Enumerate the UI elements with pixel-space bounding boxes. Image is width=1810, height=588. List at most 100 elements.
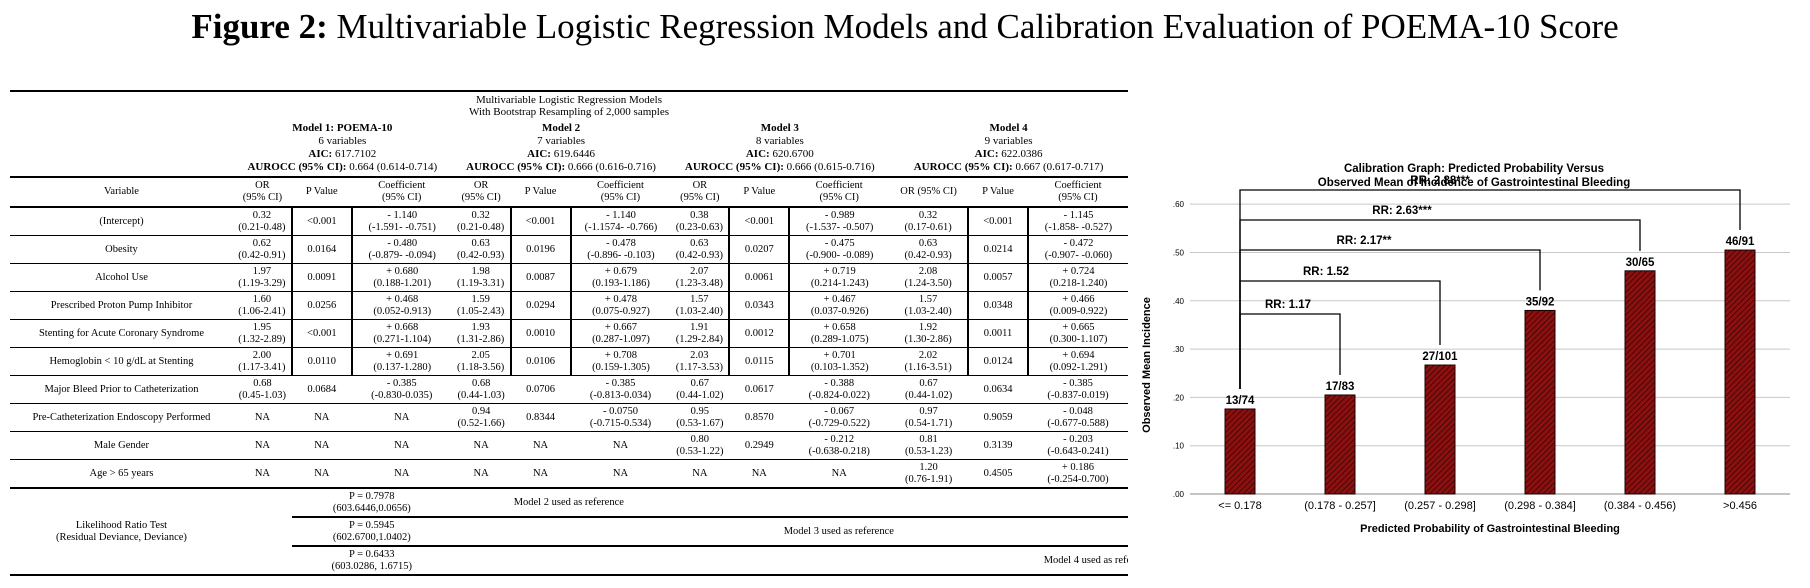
- odds-ratio-cell: NA: [232, 431, 292, 460]
- p-value-cell: 0.0214: [967, 235, 1029, 264]
- coefficient: - 0.0750: [602, 405, 638, 417]
- odds-ratio: 2.02: [918, 349, 938, 361]
- column-header-row: Variable OR (95% CI) P Value Coefficient (95%…: [10, 177, 1128, 208]
- coefficient: + 0.467: [823, 293, 856, 305]
- coefficient-cell: - 0.480 (-0.879- -0.094): [351, 235, 452, 264]
- coefficient: - 0.203: [1063, 433, 1093, 445]
- odds-ratio-cell: 0.32 (0.21-0.48): [451, 207, 511, 236]
- y-tick-label: .20: [1173, 393, 1185, 402]
- row-variable: Hemoglobin < 10 g/dL at Stenting: [10, 347, 233, 376]
- lr-blank-1: [232, 487, 292, 517]
- p-value-cell: <0.001: [967, 207, 1029, 236]
- lr-test-label: Likelihood Ratio Test (Residual Deviance,…: [10, 487, 233, 576]
- coefficient-ci: (0.052-0.913): [373, 305, 432, 317]
- header-coefficient: Coefficient (95% CI): [570, 177, 671, 208]
- bar: [1224, 408, 1256, 495]
- odds-ratio-cell: 0.32 (0.17-0.61): [889, 207, 969, 236]
- p-value-cell: 0.0061: [728, 263, 791, 292]
- coefficient-ci: (-0.638-0.218): [808, 445, 870, 457]
- odds-ratio-ci: (0.17-0.61): [904, 221, 952, 233]
- odds-ratio: 0.67: [690, 377, 710, 389]
- odds-ratio: 0.81: [919, 433, 938, 445]
- odds-ratio-ci: (0.44-1.03): [457, 389, 505, 401]
- coefficient-ci: (-0.900- -0.089): [806, 249, 874, 261]
- coefficient: - 0.212: [824, 433, 855, 445]
- rr-annotation: RR: 2.63***: [1372, 205, 1432, 217]
- coefficient-cell: - 0.0750 (-0.715-0.534): [570, 403, 671, 432]
- row-variable: Major Bleed Prior to Catheterization: [10, 375, 233, 404]
- row-variable: Male Gender: [10, 431, 233, 460]
- p-value-cell: 0.0057: [967, 263, 1029, 292]
- bar: [1324, 394, 1356, 495]
- coefficient-cell: NA: [570, 431, 671, 460]
- coefficient-ci: (-0.896- -0.103): [587, 249, 655, 261]
- coefficient-cell: + 0.708 (0.159-1.305): [570, 347, 671, 376]
- model-auroc: AUROCC (95% CI): 0.666 (0.616-0.716): [454, 161, 669, 174]
- header-or-line2: (95% CI): [680, 192, 720, 203]
- coefficient: + 0.701: [823, 349, 856, 361]
- odds-ratio-cell: 1.59 (1.05-2.43): [451, 291, 511, 320]
- odds-ratio: 0.63: [690, 237, 709, 249]
- odds-ratio: NA: [254, 411, 270, 423]
- p-value-cell: 0.0294: [509, 291, 572, 320]
- odds-ratio-cell: NA: [451, 459, 511, 489]
- odds-ratio-cell: 2.08 (1.24-3.50): [889, 263, 969, 292]
- lr-reference-text: Model 4 used as reference: [1043, 554, 1128, 566]
- p-value-cell: 0.0684: [291, 375, 352, 404]
- odds-ratio-cell: 1.97 (1.19-3.29): [232, 263, 292, 292]
- coefficient-ci: (-0.879- -0.094): [368, 249, 436, 261]
- odds-ratio-cell: 0.94 (0.52-1.66): [451, 403, 511, 432]
- odds-ratio-ci: (0.42-0.93): [904, 249, 952, 261]
- model-name: Model 2: [541, 122, 581, 134]
- coefficient-cell: NA: [351, 431, 452, 460]
- lr-blank-1: [233, 517, 292, 546]
- coefficient-cell: + 0.680 (0.188-1.201): [351, 263, 452, 292]
- odds-ratio: 1.98: [471, 265, 490, 277]
- odds-ratio-cell: NA: [232, 459, 292, 489]
- odds-ratio-ci: (1.06-2.41): [238, 305, 286, 317]
- odds-ratio-ci: (0.21-0.48): [238, 221, 286, 233]
- odds-ratio-ci: (0.52-1.66): [457, 417, 505, 429]
- x-tick-label: <= 0.178: [1218, 500, 1261, 512]
- bar-data-label: 27/101: [1422, 351, 1458, 363]
- model-variable-count: 6 variables: [318, 135, 367, 147]
- rr-bracket: [1239, 249, 1541, 389]
- p-value-cell: NA: [510, 459, 571, 489]
- coefficient-ci: (0.009-0.922): [1049, 305, 1108, 317]
- odds-ratio-cell: 1.95 (1.32-2.89): [232, 319, 292, 348]
- model-auroc: AUROCC (95% CI): 0.667 (0.617-0.717): [891, 161, 1126, 174]
- lr-p-value: P = 0.7978: [349, 490, 395, 502]
- coefficient-cell: - 1.145 (-1.858- -0.527): [1027, 207, 1128, 236]
- coefficient: + 0.466: [1062, 293, 1095, 305]
- model-variable-count: 7 variables: [537, 135, 586, 147]
- coefficient-cell: + 0.665 (0.300-1.107): [1027, 319, 1128, 348]
- coefficient: NA: [831, 467, 847, 479]
- coefficient-ci: (0.137-1.280): [373, 361, 432, 373]
- table-row: Prescribed Proton Pump Inhibitor 1.60 (1.0…: [10, 291, 1128, 320]
- bar-data-label: 46/91: [1726, 236, 1755, 248]
- y-tick-label: .10: [1173, 442, 1185, 451]
- coefficient-cell: - 1.140 (-1.1574- -0.766): [570, 207, 671, 236]
- odds-ratio-ci: (1.30-2.86): [904, 333, 952, 345]
- odds-ratio: 2.00: [252, 349, 272, 361]
- p-value-cell: 0.0343: [728, 291, 791, 320]
- lr-test-row: Likelihood Ratio Test (Residual Deviance,…: [10, 487, 1128, 576]
- bar-data-label: 30/65: [1626, 257, 1655, 269]
- coefficient: + 0.679: [604, 265, 638, 277]
- coefficient: NA: [394, 467, 410, 479]
- coefficient: - 1.140: [606, 209, 636, 221]
- odds-ratio-ci: (1.03-2.40): [675, 305, 723, 317]
- coefficient-cell: + 0.658 (0.289-1.075): [789, 319, 890, 348]
- header-p-value: P Value: [968, 177, 1028, 208]
- odds-ratio-cell: 0.97 (0.54-1.71): [889, 403, 969, 432]
- aic-label: AIC:: [527, 148, 551, 160]
- coefficient-cell: - 0.385 (-0.837-0.019): [1027, 375, 1128, 404]
- odds-ratio-ci: (1.17-3.41): [238, 361, 286, 373]
- x-tick-label: >0.456: [1723, 500, 1757, 512]
- coefficient-ci: (-1.1574- -0.766): [584, 221, 658, 233]
- odds-ratio-ci: (1.29-2.84): [675, 333, 723, 345]
- odds-ratio: NA: [254, 467, 270, 479]
- odds-ratio-cell: 0.68 (0.45-1.03): [232, 375, 292, 404]
- regression-table-container: Multivariable Logistic Regression Models…: [10, 90, 1128, 576]
- model-header-1: Model 1: POEMA-10 6 variables AIC: 617.710…: [232, 120, 452, 178]
